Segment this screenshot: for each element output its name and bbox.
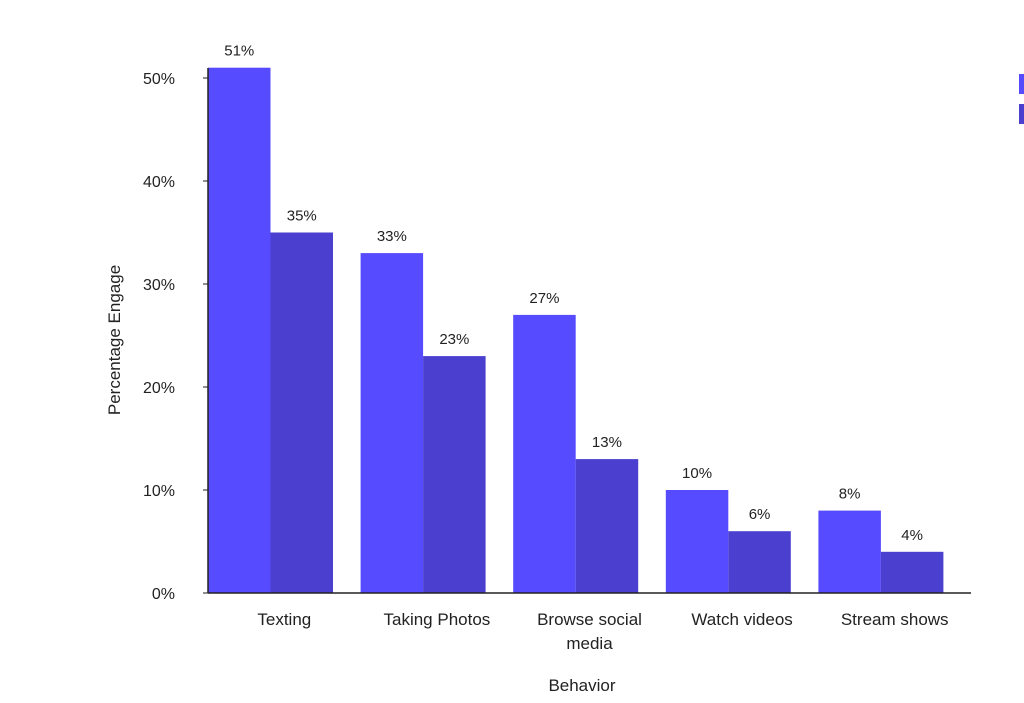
bar-1-2 [513,314,576,593]
y-tick-label: 10% [143,483,175,500]
y-tick-label: 50% [143,71,175,88]
legend-swatch-2 [1019,104,1024,124]
data-label: 10% [682,465,712,482]
x-tick-label: Texting [257,610,311,629]
y-tick-label: 20% [143,380,175,397]
x-tick-label: Stream shows [841,610,949,629]
bar-1-3 [665,490,729,593]
data-label: 51% [224,43,254,60]
x-tick-label: Browse social [537,610,642,629]
bar-1-0 [208,67,271,593]
bar-2-3 [728,531,791,593]
x-tick-label: Watch videos [691,610,792,629]
bar-2-2 [575,459,639,593]
data-label: 27% [529,290,559,307]
data-label: 33% [377,228,407,245]
data-label: 8% [839,486,861,503]
legend-swatch-1 [1019,74,1024,94]
data-label: 6% [749,506,771,523]
data-label: 35% [287,208,317,225]
data-label: 23% [439,331,469,348]
bar-1-1 [360,253,424,593]
y-tick-label: 40% [143,174,175,191]
y-tick-label: 0% [152,586,175,603]
y-axis-title: Percentage Engage [105,265,124,415]
bar-2-0 [270,232,333,593]
x-axis-title: Behavior [548,676,615,695]
data-label: 13% [592,434,622,451]
bar-2-1 [423,356,486,593]
bar-1-4 [818,510,881,593]
bar-2-4 [880,551,944,593]
x-tick-label: media [566,634,613,653]
data-label: 4% [901,527,923,544]
x-tick-label: Taking Photos [384,610,491,629]
y-tick-label: 30% [143,277,175,294]
